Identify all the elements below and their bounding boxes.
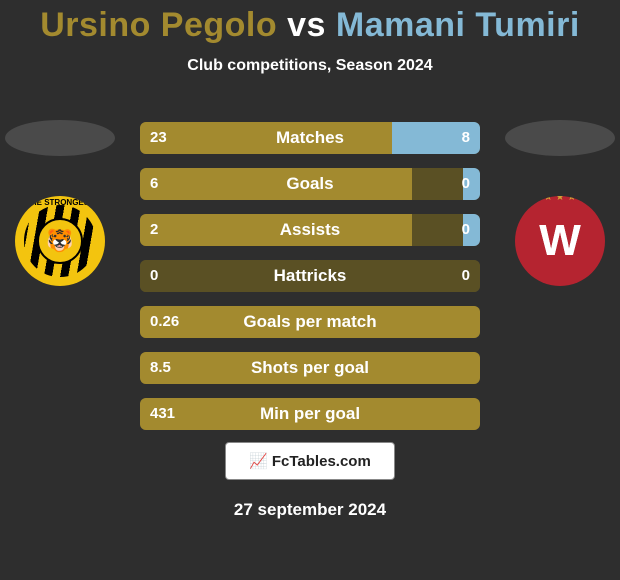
stat-row: Shots per goal8.5 [140, 352, 480, 384]
title-player1: Ursino Pegolo [40, 6, 277, 44]
stat-label: Goals per match [140, 306, 480, 338]
chart-icon: 📈 [249, 452, 268, 470]
stat-value-right: 0 [462, 214, 470, 246]
player1-column: HE STRONGES 🐯 [0, 110, 120, 286]
stat-label: Assists [140, 214, 480, 246]
player2-silhouette [505, 120, 615, 156]
tiger-icon: 🐯 [37, 218, 83, 264]
stat-row: Matches23 8 [140, 122, 480, 154]
site-logo: 📈 FcTables.com [225, 442, 395, 480]
page-title: Ursino Pegolo vs Mamani Tumiri [0, 0, 620, 45]
badge-ring-text: HE STRONGES [15, 198, 105, 207]
player2-club-badge: ★ ★ ★ ★ ★ W [515, 196, 605, 286]
stat-value-left: 431 [150, 398, 175, 430]
stat-row: Goals6 0 [140, 168, 480, 200]
stat-label: Matches [140, 122, 480, 154]
stat-label: Shots per goal [140, 352, 480, 384]
stat-row: Goals per match0.26 [140, 306, 480, 338]
player2-column: ★ ★ ★ ★ ★ W [500, 110, 620, 286]
site-name: FcTables.com [272, 453, 371, 470]
stat-row: Hattricks0 0 [140, 260, 480, 292]
footer-date: 27 september 2024 [0, 500, 620, 520]
stat-value-right: 0 [462, 260, 470, 292]
stat-value-left: 8.5 [150, 352, 171, 384]
stat-value-left: 23 [150, 122, 167, 154]
badge-stars: ★ ★ ★ ★ ★ [515, 196, 605, 203]
stat-value-left: 0 [150, 260, 158, 292]
stat-row: Min per goal431 [140, 398, 480, 430]
title-vs: vs [287, 6, 326, 44]
player1-club-badge: HE STRONGES 🐯 [15, 196, 105, 286]
subtitle: Club competitions, Season 2024 [0, 57, 620, 75]
stat-bars: Matches238Goals60Assists20Hattricks00Goa… [140, 122, 480, 444]
stat-value-left: 6 [150, 168, 158, 200]
stat-row: Assists2 0 [140, 214, 480, 246]
title-player2: Mamani Tumiri [336, 6, 580, 44]
stat-value-left: 0.26 [150, 306, 179, 338]
stat-label: Goals [140, 168, 480, 200]
stat-value-left: 2 [150, 214, 158, 246]
stat-label: Min per goal [140, 398, 480, 430]
stat-label: Hattricks [140, 260, 480, 292]
badge-letter: W [539, 216, 581, 266]
player1-silhouette [5, 120, 115, 156]
stat-value-right: 0 [462, 168, 470, 200]
stat-value-right: 8 [462, 122, 470, 154]
